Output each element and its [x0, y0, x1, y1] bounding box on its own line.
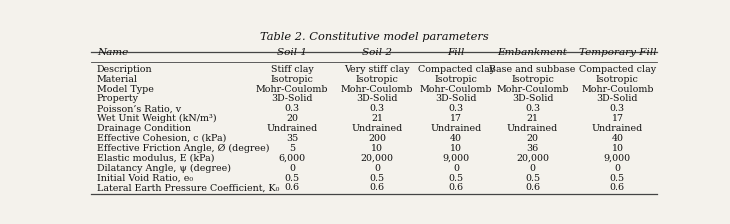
Text: 17: 17: [450, 114, 462, 123]
Text: 0.3: 0.3: [610, 104, 625, 113]
Text: 40: 40: [612, 134, 623, 143]
Text: Isotropic: Isotropic: [435, 75, 477, 84]
Text: Description: Description: [97, 65, 153, 74]
Text: Drainage Condition: Drainage Condition: [97, 124, 191, 133]
Text: Undrained: Undrained: [431, 124, 482, 133]
Text: Isotropic: Isotropic: [596, 75, 639, 84]
Text: Very stiff clay: Very stiff clay: [344, 65, 410, 74]
Text: Effective Friction Angle, Ø (degree): Effective Friction Angle, Ø (degree): [97, 144, 269, 153]
Text: Isotropic: Isotropic: [271, 75, 313, 84]
Text: 0.3: 0.3: [369, 104, 385, 113]
Text: 20: 20: [286, 114, 298, 123]
Text: Isotropic: Isotropic: [356, 75, 399, 84]
Text: 0.5: 0.5: [525, 174, 540, 183]
Text: 20,000: 20,000: [516, 154, 549, 163]
Text: 0.6: 0.6: [449, 183, 464, 192]
Text: Mohr-Coulomb: Mohr-Coulomb: [420, 85, 493, 94]
Text: 21: 21: [371, 114, 383, 123]
Text: 0.3: 0.3: [525, 104, 540, 113]
Text: Elastic modulus, E (kPa): Elastic modulus, E (kPa): [97, 154, 215, 163]
Text: 3D-Solid: 3D-Solid: [512, 95, 553, 103]
Text: 0: 0: [615, 164, 620, 173]
Text: 10: 10: [612, 144, 623, 153]
Text: Soil 2: Soil 2: [362, 48, 392, 57]
Text: 9,000: 9,000: [604, 154, 631, 163]
Text: 9,000: 9,000: [442, 154, 469, 163]
Text: 20: 20: [526, 134, 539, 143]
Text: 10: 10: [371, 144, 383, 153]
Text: Mohr-Coulomb: Mohr-Coulomb: [581, 85, 653, 94]
Text: Lateral Earth Pressure Coefficient, K₀: Lateral Earth Pressure Coefficient, K₀: [97, 183, 280, 192]
Text: Isotropic: Isotropic: [511, 75, 554, 84]
Text: 3D-Solid: 3D-Solid: [435, 95, 477, 103]
Text: Compacted clay: Compacted clay: [418, 65, 495, 74]
Text: Initial Void Ratio, e₀: Initial Void Ratio, e₀: [97, 174, 193, 183]
Text: 0: 0: [289, 164, 295, 173]
Text: 17: 17: [612, 114, 623, 123]
Text: 0: 0: [529, 164, 536, 173]
Text: 0: 0: [453, 164, 459, 173]
Text: Material: Material: [97, 75, 138, 84]
Text: 3D-Solid: 3D-Solid: [272, 95, 313, 103]
Text: 21: 21: [526, 114, 539, 123]
Text: 0.6: 0.6: [369, 183, 385, 192]
Text: Poisson’s Ratio, v: Poisson’s Ratio, v: [97, 104, 181, 113]
Text: Mohr-Coulomb: Mohr-Coulomb: [341, 85, 413, 94]
Text: 3D-Solid: 3D-Solid: [596, 95, 638, 103]
Text: 35: 35: [286, 134, 299, 143]
Text: Undrained: Undrained: [266, 124, 318, 133]
Text: 5: 5: [289, 144, 295, 153]
Text: Dilatancy Angle, ψ (degree): Dilatancy Angle, ψ (degree): [97, 164, 231, 173]
Text: 40: 40: [450, 134, 462, 143]
Text: 200: 200: [368, 134, 386, 143]
Text: Embankment: Embankment: [498, 48, 567, 57]
Text: Name: Name: [97, 48, 128, 57]
Text: Model Type: Model Type: [97, 85, 154, 94]
Text: 36: 36: [526, 144, 539, 153]
Text: Compacted clay: Compacted clay: [579, 65, 656, 74]
Text: 0.5: 0.5: [369, 174, 385, 183]
Text: Fill: Fill: [447, 48, 465, 57]
Text: Mohr-Coulomb: Mohr-Coulomb: [255, 85, 328, 94]
Text: Stiff clay: Stiff clay: [271, 65, 313, 74]
Text: Undrained: Undrained: [351, 124, 402, 133]
Text: Undrained: Undrained: [507, 124, 558, 133]
Text: 0.6: 0.6: [285, 183, 299, 192]
Text: 0.6: 0.6: [525, 183, 540, 192]
Text: Base and subbase: Base and subbase: [489, 65, 576, 74]
Text: Mohr-Coulomb: Mohr-Coulomb: [496, 85, 569, 94]
Text: 6,000: 6,000: [279, 154, 306, 163]
Text: Table 2. Constitutive model parameters: Table 2. Constitutive model parameters: [260, 32, 488, 42]
Text: Undrained: Undrained: [592, 124, 643, 133]
Text: 0: 0: [374, 164, 380, 173]
Text: 20,000: 20,000: [361, 154, 393, 163]
Text: Soil 1: Soil 1: [277, 48, 307, 57]
Text: Wet Unit Weight (kN/m³): Wet Unit Weight (kN/m³): [97, 114, 217, 123]
Text: 10: 10: [450, 144, 462, 153]
Text: 0.3: 0.3: [285, 104, 299, 113]
Text: 3D-Solid: 3D-Solid: [356, 95, 398, 103]
Text: 0.5: 0.5: [610, 174, 625, 183]
Text: 0.5: 0.5: [449, 174, 464, 183]
Text: Effective Cohesion, c (kPa): Effective Cohesion, c (kPa): [97, 134, 226, 143]
Text: 0.3: 0.3: [449, 104, 464, 113]
Text: 0.6: 0.6: [610, 183, 625, 192]
Text: 0.5: 0.5: [285, 174, 299, 183]
Text: Temporary Fill: Temporary Fill: [579, 48, 656, 57]
Text: Property: Property: [97, 95, 139, 103]
